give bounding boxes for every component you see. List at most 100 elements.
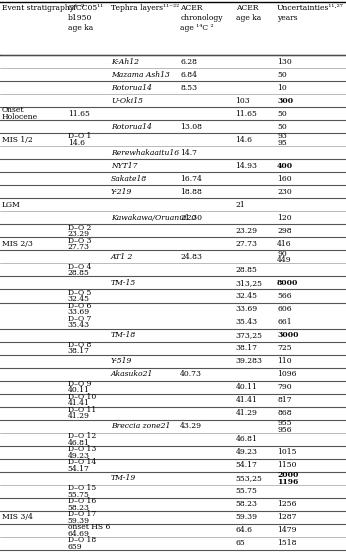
Text: Onset: Onset (2, 107, 25, 114)
Text: U-Oki15: U-Oki15 (111, 97, 143, 104)
Text: 38.17: 38.17 (236, 344, 257, 352)
Text: 50: 50 (277, 70, 287, 79)
Text: 10: 10 (277, 84, 287, 92)
Text: 23.29: 23.29 (236, 227, 257, 235)
Text: 49.23: 49.23 (68, 451, 90, 460)
Text: 27.73: 27.73 (236, 240, 257, 248)
Text: 14.93: 14.93 (236, 162, 257, 170)
Text: 18.88: 18.88 (180, 188, 202, 196)
Text: MIS 2/3: MIS 2/3 (2, 240, 33, 248)
Text: D–O 17: D–O 17 (68, 510, 96, 518)
Text: 28.85: 28.85 (68, 269, 90, 277)
Text: D–O 3: D–O 3 (68, 237, 91, 244)
Text: 24.83: 24.83 (180, 253, 202, 261)
Text: 23.29: 23.29 (68, 230, 90, 238)
Text: MIS 3/4: MIS 3/4 (2, 513, 33, 521)
Text: onset HS 6: onset HS 6 (68, 523, 110, 531)
Text: 40.11: 40.11 (236, 383, 257, 391)
Text: 1096: 1096 (277, 370, 297, 378)
Text: 1196: 1196 (277, 478, 298, 485)
Text: 41.41: 41.41 (68, 400, 90, 407)
Text: 35.43: 35.43 (68, 321, 90, 329)
Text: D–O 16: D–O 16 (68, 497, 96, 505)
Text: 1015: 1015 (277, 448, 297, 456)
Text: 817: 817 (277, 396, 292, 404)
Text: 449: 449 (277, 256, 292, 264)
Text: 400: 400 (277, 162, 293, 170)
Text: 32.45: 32.45 (236, 292, 257, 300)
Text: 95: 95 (277, 139, 287, 147)
Text: D–O 12: D–O 12 (68, 432, 96, 440)
Text: D–O 1: D–O 1 (68, 132, 91, 141)
Text: Breccia zone21: Breccia zone21 (111, 422, 170, 430)
Text: 55.75: 55.75 (68, 490, 90, 499)
Text: 54.17: 54.17 (236, 461, 257, 469)
Text: Tephra layers¹¹⁻²²: Tephra layers¹¹⁻²² (111, 4, 179, 12)
Text: 50: 50 (277, 123, 287, 131)
Text: 120: 120 (277, 214, 292, 222)
Text: 35.43: 35.43 (236, 318, 258, 326)
Text: 58.23: 58.23 (68, 504, 90, 512)
Text: 130: 130 (277, 57, 292, 65)
Text: Rotorua14: Rotorua14 (111, 84, 152, 92)
Text: D–O 7: D–O 7 (68, 315, 91, 323)
Text: 59.39: 59.39 (236, 513, 257, 521)
Text: D–O 8: D–O 8 (68, 341, 91, 349)
Text: 373,25: 373,25 (236, 331, 263, 339)
Text: 49.23: 49.23 (236, 448, 257, 456)
Text: 40.73: 40.73 (180, 370, 202, 378)
Text: LGM: LGM (2, 201, 21, 209)
Text: 32.45: 32.45 (68, 295, 90, 303)
Text: Y-519: Y-519 (111, 357, 133, 365)
Text: 725: 725 (277, 344, 292, 352)
Text: 93: 93 (277, 132, 287, 141)
Text: TM-19: TM-19 (111, 474, 136, 482)
Text: NYT17: NYT17 (111, 162, 137, 170)
Text: Holocene: Holocene (2, 113, 38, 121)
Text: 21: 21 (236, 201, 245, 209)
Text: Y-219: Y-219 (111, 188, 133, 196)
Text: D–O 14: D–O 14 (68, 458, 96, 466)
Text: 90: 90 (277, 249, 287, 258)
Text: 298: 298 (277, 227, 292, 235)
Text: 46.81: 46.81 (236, 435, 257, 443)
Text: 39.283: 39.283 (236, 357, 263, 365)
Text: 8.53: 8.53 (180, 84, 197, 92)
Text: D–O 5: D–O 5 (68, 288, 91, 297)
Text: D–O 2: D–O 2 (68, 224, 91, 232)
Text: 41.29: 41.29 (68, 412, 90, 421)
Text: Kawakawa/Oruanui20: Kawakawa/Oruanui20 (111, 214, 196, 222)
Text: 300: 300 (277, 97, 293, 104)
Text: 790: 790 (277, 383, 292, 391)
Text: 11.65: 11.65 (236, 109, 257, 118)
Text: 58.23: 58.23 (236, 501, 257, 508)
Text: 230: 230 (277, 188, 292, 196)
Text: D–O 13: D–O 13 (68, 445, 96, 453)
Text: 65: 65 (236, 540, 245, 547)
Text: 1518: 1518 (277, 540, 297, 547)
Text: 103: 103 (236, 97, 250, 104)
Text: 64.6: 64.6 (236, 526, 253, 535)
Text: K-Ah12: K-Ah12 (111, 57, 139, 65)
Text: 54.17: 54.17 (68, 465, 90, 473)
Text: D–O 15: D–O 15 (68, 484, 96, 492)
Text: 659: 659 (68, 543, 82, 551)
Text: 21.30: 21.30 (180, 214, 202, 222)
Text: D–O 4: D–O 4 (68, 263, 91, 271)
Text: 868: 868 (277, 409, 292, 417)
Text: D–O 11: D–O 11 (68, 406, 96, 414)
Text: 14.6: 14.6 (68, 139, 85, 147)
Text: 566: 566 (277, 292, 292, 300)
Text: ACER
chronology
age ¹⁴C ²: ACER chronology age ¹⁴C ² (180, 4, 223, 32)
Text: 661: 661 (277, 318, 292, 326)
Text: 55.75: 55.75 (236, 487, 257, 496)
Text: 16.74: 16.74 (180, 175, 202, 183)
Text: 160: 160 (277, 175, 292, 183)
Text: 8000: 8000 (277, 279, 299, 287)
Text: 313,25: 313,25 (236, 279, 263, 287)
Text: AT1 2: AT1 2 (111, 253, 133, 261)
Text: 6.84: 6.84 (180, 70, 197, 79)
Text: 33.69: 33.69 (68, 308, 90, 316)
Text: Rotorua14: Rotorua14 (111, 123, 152, 131)
Text: 46.81: 46.81 (68, 439, 90, 446)
